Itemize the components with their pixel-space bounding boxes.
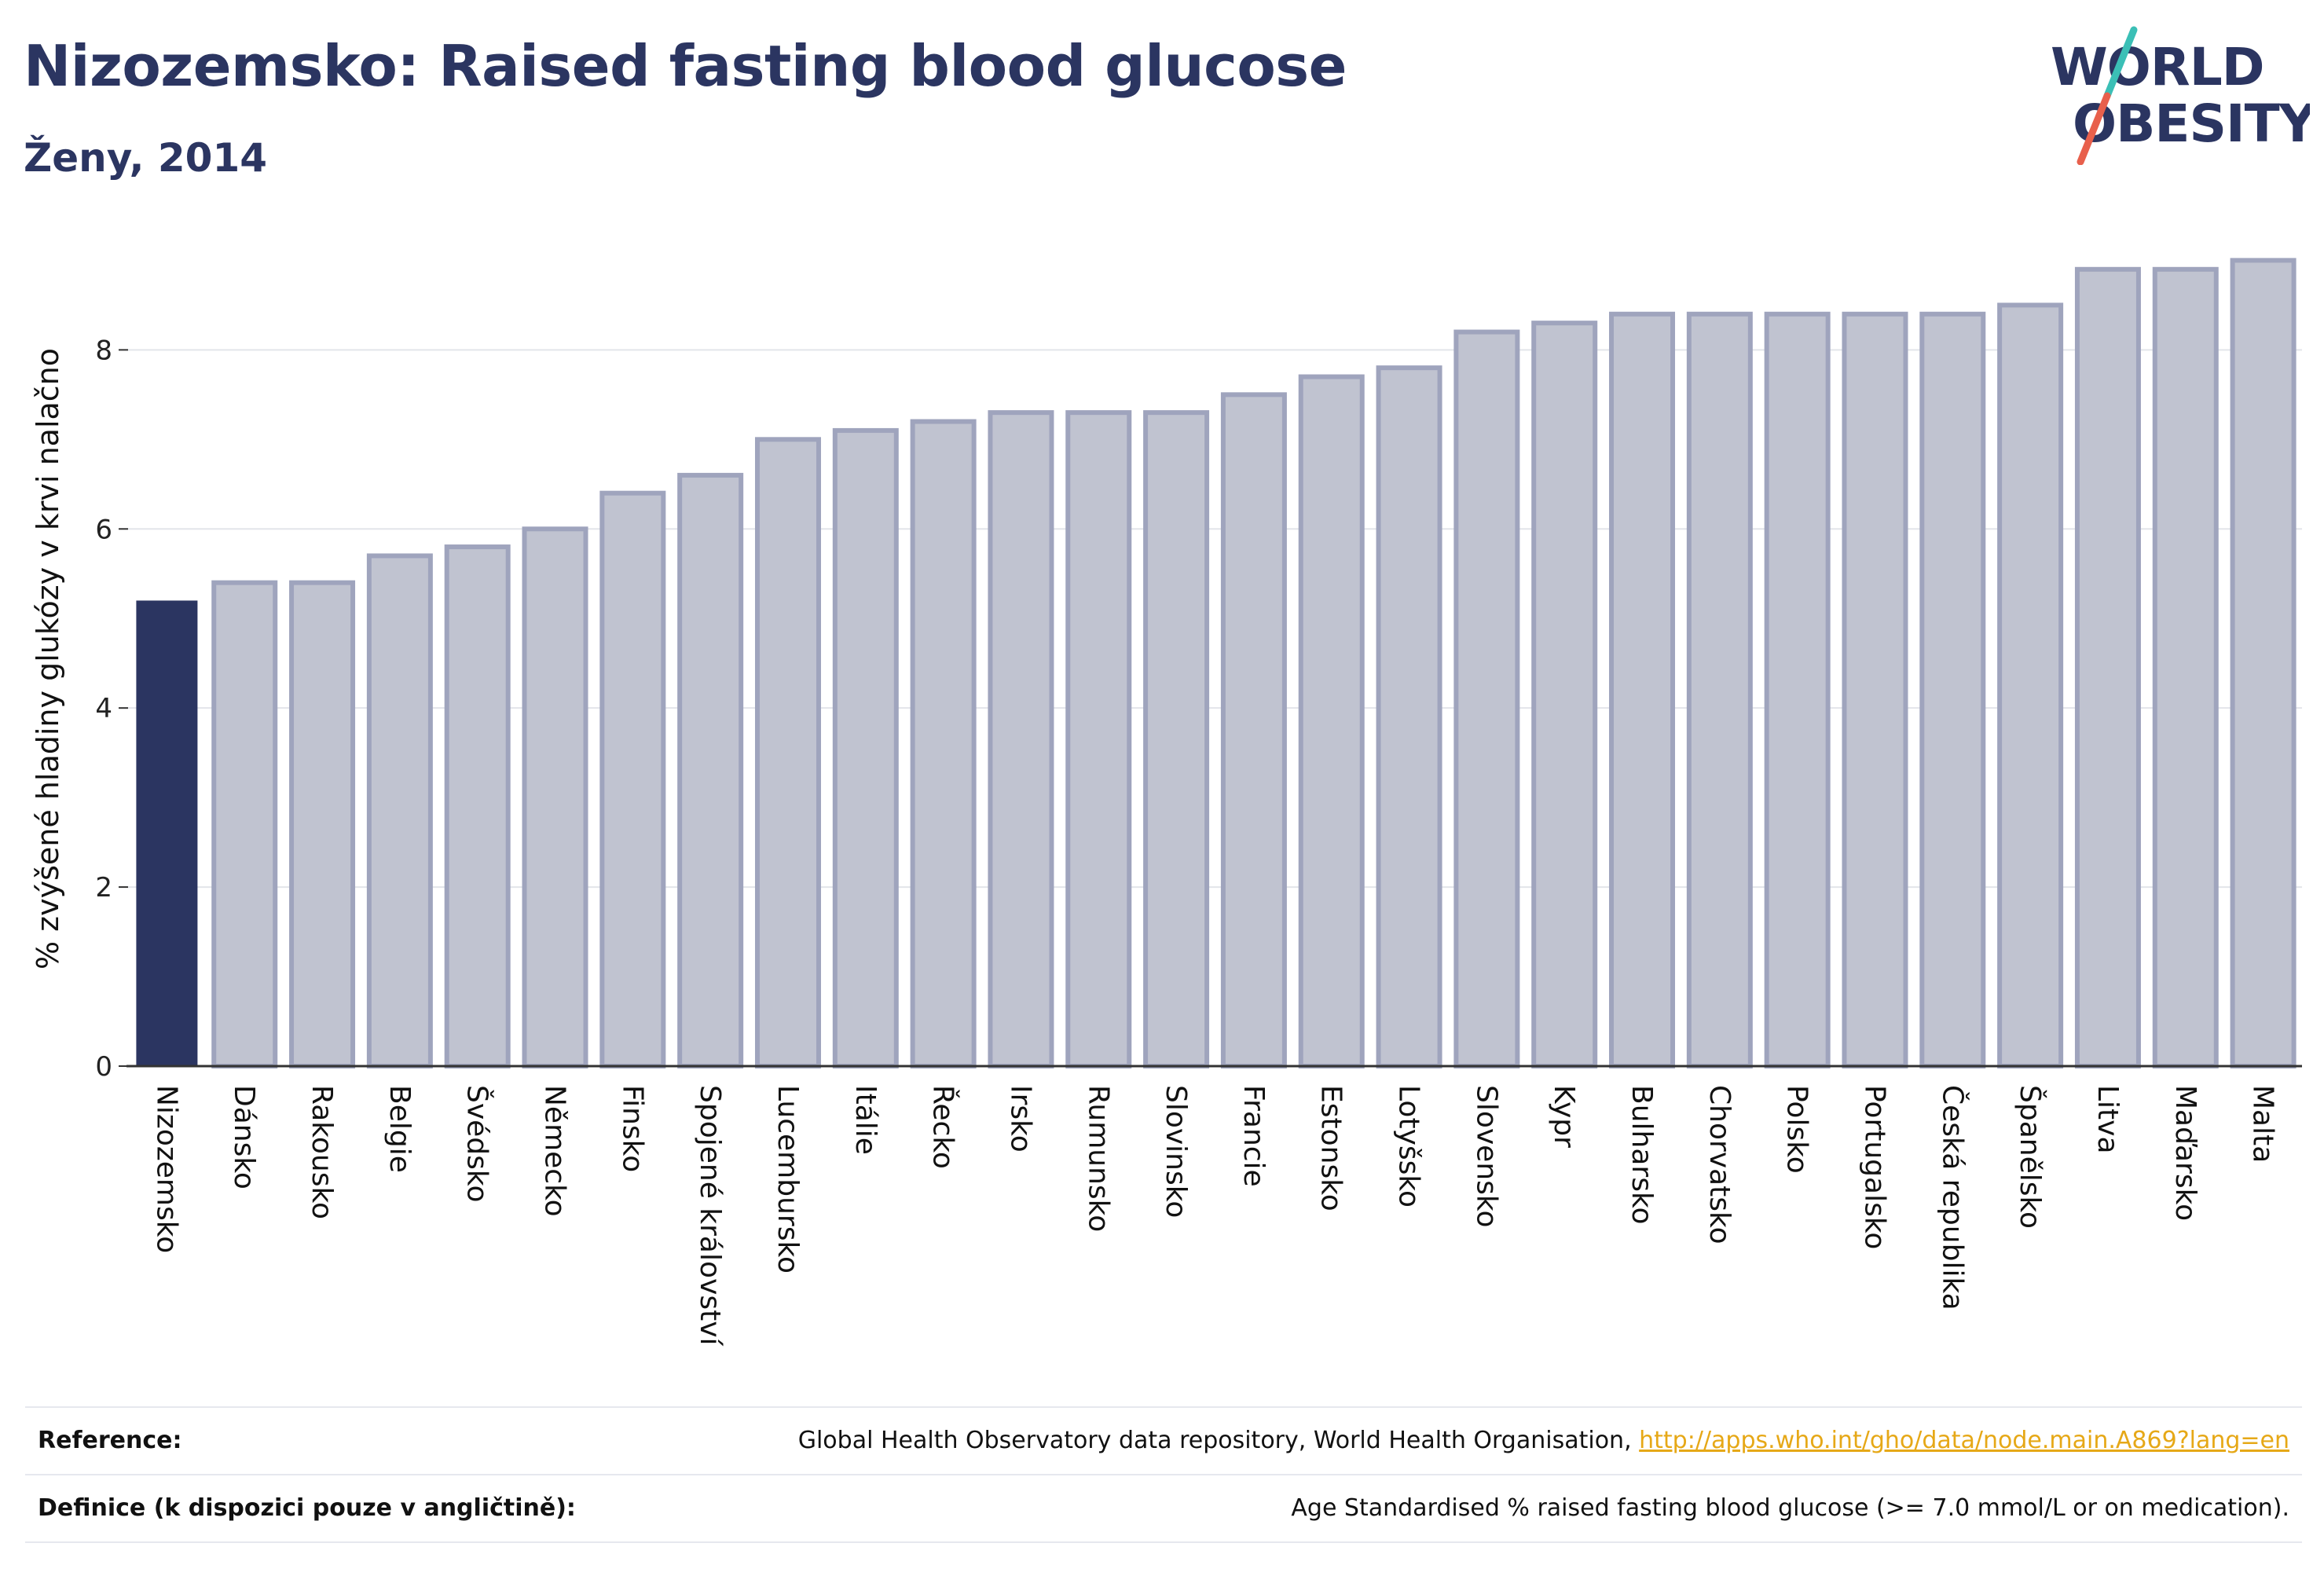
bar (2230, 258, 2297, 1068)
x-tick-label: Irsko (1004, 1085, 1036, 1153)
x-tick-label: Řecko (927, 1085, 960, 1169)
bar (910, 419, 977, 1068)
bar (2152, 266, 2219, 1068)
x-tick-label: Německo (539, 1085, 571, 1217)
reference-label: Reference: (38, 1427, 182, 1454)
bar (1609, 311, 1676, 1068)
y-tick-label: 6 (95, 514, 112, 545)
x-tick-label: Nizozemsko (150, 1085, 182, 1253)
x-tick-label: Španělsko (2014, 1085, 2047, 1229)
x-tick-label: Chorvatsko (1703, 1085, 1736, 1244)
x-tick-label: Itálie (849, 1085, 882, 1155)
bar (1842, 311, 1908, 1068)
bar (444, 544, 511, 1068)
bar (1143, 410, 1210, 1068)
svg-text:OBESITY: OBESITY (2073, 93, 2310, 154)
reference-row: Reference: Global Health Observatory dat… (25, 1406, 2302, 1474)
x-tick-label: Portugalsko (1858, 1085, 1890, 1249)
bar (1764, 311, 1831, 1068)
bar (988, 410, 1054, 1068)
x-tick-label: Maďarsko (2169, 1085, 2201, 1221)
x-tick-label: Lucembursko (772, 1085, 804, 1274)
x-tick-label: Francie (1237, 1085, 1270, 1187)
definition-text: Age Standardised % raised fasting blood … (1291, 1494, 2289, 1522)
y-tick-label: 4 (95, 693, 112, 724)
x-tick-label: Estonsko (1315, 1085, 1347, 1211)
x-tick-label: Švédsko (461, 1085, 494, 1203)
x-tick-label: Rumunsko (1082, 1085, 1114, 1232)
y-tick-label: 2 (95, 872, 112, 903)
x-tick-label: Dánsko (228, 1085, 260, 1189)
bar (136, 600, 198, 1066)
x-tick-label: Česká republika (1936, 1085, 1969, 1310)
bar (1531, 321, 1598, 1068)
x-tick-label: Malta (2247, 1085, 2279, 1163)
x-tick-label: Polsko (1781, 1085, 1813, 1174)
x-tick-label: Slovinsko (1160, 1085, 1192, 1218)
definition-label: Definice (k dispozici pouze v angličtině… (38, 1494, 576, 1522)
chart-title: Nizozemsko: Raised fasting blood glucose (24, 33, 1347, 99)
definition-row: Definice (k dispozici pouze v angličtině… (25, 1474, 2302, 1543)
bar (1997, 302, 2064, 1069)
bar (1065, 410, 1132, 1068)
x-tick-label: Lotyšsko (1393, 1085, 1425, 1208)
reference-text: Global Health Observatory data repositor… (797, 1427, 1640, 1454)
world-obesity-logo: WORLD OBESITY (2051, 26, 2310, 165)
bar (677, 472, 744, 1068)
x-tick-label: Rakousko (306, 1085, 338, 1219)
x-tick-label: Spojené království (694, 1085, 726, 1347)
x-tick-label: Finsko (616, 1085, 648, 1172)
y-tick-label: 8 (95, 335, 112, 366)
bar (2074, 266, 2141, 1068)
reference-value: Global Health Observatory data repositor… (798, 1427, 2289, 1454)
y-axis-label: % zvýšené hladiny glukózy v krvi nalačno (31, 348, 65, 969)
bar (599, 490, 666, 1068)
bar (1919, 311, 1986, 1068)
y-tick-label: 0 (95, 1051, 112, 1083)
x-tick-label: Bulharsko (1626, 1085, 1658, 1225)
bar (211, 580, 278, 1068)
chart-subtitle: Ženy, 2014 (24, 135, 268, 181)
bar-chart: 0 2 4 6 8 % zvýšené hladiny glukózy v krvi na… (31, 258, 2302, 1347)
bar (366, 553, 433, 1068)
bar (1220, 392, 1287, 1069)
reference-link[interactable]: http://apps.who.int/gho/data/node.main.A… (1639, 1427, 2289, 1454)
bar (832, 427, 899, 1068)
x-tick-label: Belgie (383, 1085, 416, 1173)
bar (754, 437, 821, 1068)
x-tick-label: Litva (2091, 1085, 2124, 1154)
bar (289, 580, 356, 1068)
footer-table: Reference: Global Health Observatory dat… (25, 1406, 2302, 1543)
bar (1298, 374, 1365, 1068)
bar (1453, 329, 1520, 1068)
bar (522, 526, 588, 1068)
x-tick-label: Kypr (1548, 1085, 1580, 1148)
bar (1686, 311, 1753, 1068)
x-tick-label: Slovensko (1470, 1085, 1502, 1228)
svg-text:WORLD: WORLD (2051, 37, 2264, 97)
bar (1376, 365, 1442, 1068)
